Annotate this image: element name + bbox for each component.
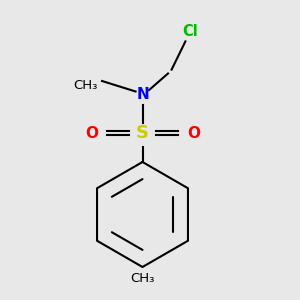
- Text: S: S: [136, 124, 149, 142]
- Text: N: N: [136, 87, 149, 102]
- Text: CH₃: CH₃: [130, 272, 155, 285]
- Text: O: O: [187, 126, 200, 141]
- Text: CH₃: CH₃: [73, 79, 98, 92]
- Text: Cl: Cl: [183, 24, 198, 39]
- Text: O: O: [85, 126, 98, 141]
